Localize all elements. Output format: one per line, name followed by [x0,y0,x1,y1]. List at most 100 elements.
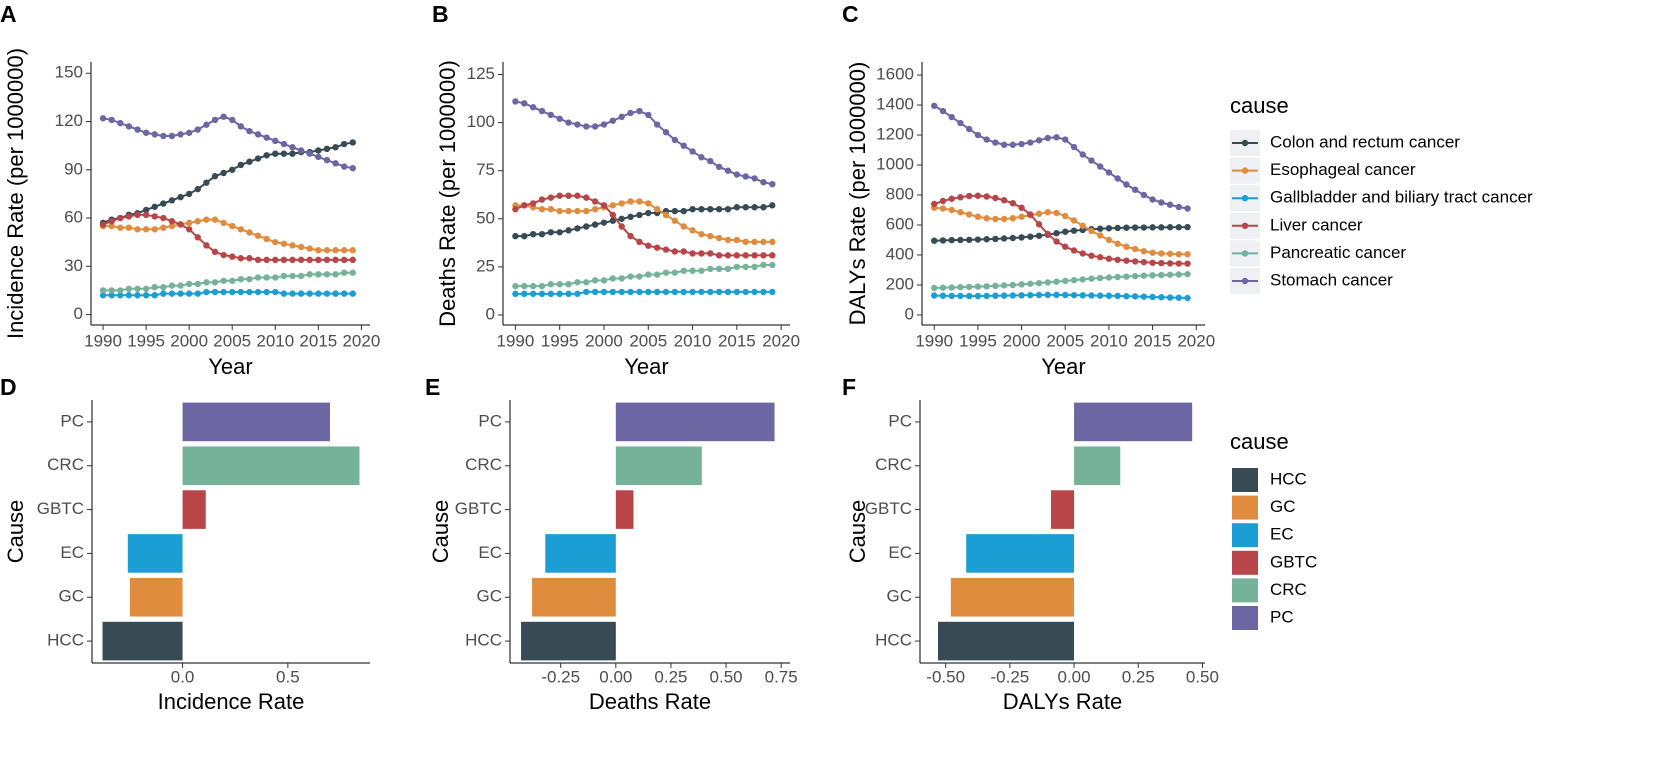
y-tick-label: 120 [55,111,83,130]
point [974,192,982,199]
point [645,271,652,278]
point [1131,224,1139,231]
point [671,207,679,215]
point [751,263,758,271]
point [1018,204,1025,211]
point [1079,151,1086,158]
point [931,292,938,299]
point [512,290,519,298]
point [1140,293,1148,300]
point [1175,271,1182,278]
point [565,290,572,298]
point [272,288,279,296]
point [203,216,210,223]
point [306,256,313,264]
point [983,193,990,200]
y-tick-label: GBTC [865,499,912,518]
point [349,164,356,172]
point [1062,136,1069,143]
point [1027,291,1034,299]
point [556,115,563,122]
point [297,147,305,154]
point [1053,291,1060,299]
point [160,132,167,140]
point [974,236,982,243]
point [689,250,696,257]
point [931,284,938,292]
point [698,267,705,274]
point [151,213,158,220]
point [1105,292,1113,299]
point [733,263,741,271]
point [1053,278,1060,285]
point [203,242,210,249]
point [134,126,141,133]
point [1184,294,1191,302]
point [574,121,581,128]
point [742,204,749,211]
point [636,211,643,219]
point [627,109,634,117]
point [1149,272,1156,279]
point [707,288,714,296]
point [151,203,158,210]
panel-label: A [0,1,17,27]
point [117,214,124,222]
bar [545,534,616,573]
y-tick-label: GC [477,587,503,606]
point [742,263,749,271]
point [565,192,572,199]
point [168,197,176,204]
point [547,229,555,236]
point [689,288,696,296]
point [939,205,947,212]
bar [937,621,1075,661]
point [194,126,201,133]
point [315,290,322,297]
point [671,269,679,276]
point [636,107,643,115]
point [263,274,270,281]
point [306,271,313,278]
point [1009,281,1017,289]
point [662,129,670,136]
point [315,247,322,254]
point [680,248,687,255]
point [263,256,270,264]
point [939,284,947,291]
point [1070,276,1078,284]
point [340,247,348,254]
point [948,195,955,202]
point [142,285,150,293]
point [323,256,331,264]
point [707,232,714,240]
x-tick-label: 0.00 [1058,667,1091,686]
point [645,242,652,249]
legend-key [1232,495,1258,520]
point [168,218,176,225]
point [1140,272,1148,279]
panel-label: B [432,1,449,27]
point [280,272,288,280]
x-tick-label: 2000 [585,331,623,350]
point [1062,277,1069,285]
point [1070,291,1078,299]
point [974,292,982,300]
point [177,290,184,297]
point [1140,258,1148,266]
point [1053,230,1060,237]
point [280,140,288,148]
point [117,292,124,299]
point [556,281,563,288]
point [698,288,705,296]
point [698,230,705,238]
point [254,131,262,138]
point [1158,250,1165,257]
point [939,292,947,299]
point [680,288,687,296]
point [1140,191,1148,199]
point [1088,292,1095,299]
point [627,198,634,205]
point [1175,251,1182,258]
point [600,219,608,226]
